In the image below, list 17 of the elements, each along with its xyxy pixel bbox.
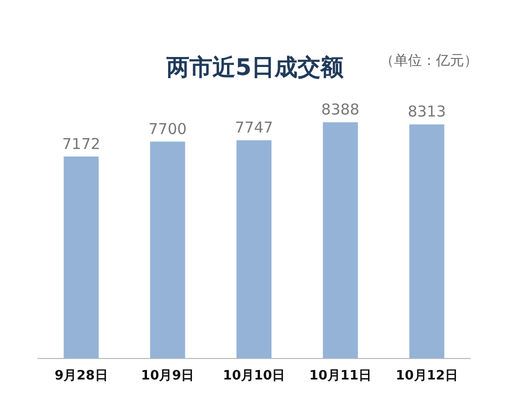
data-label: 8388 [321, 100, 360, 119]
data-label: 7747 [234, 118, 274, 137]
x-tick-label: 10月12日 [396, 368, 458, 384]
bar [64, 156, 99, 358]
x-tick-label: 10月10日 [222, 368, 286, 384]
x-tick-label: 9月28日 [54, 368, 108, 384]
x-tick-label: 10月11日 [309, 368, 372, 384]
x-tick-label: 10月9日 [141, 368, 194, 384]
bar [236, 140, 272, 358]
bar [150, 142, 186, 358]
data-label: 7700 [148, 120, 187, 138]
text: （单位：亿元） [380, 52, 478, 70]
data-label: 8313 [408, 102, 446, 121]
bar [322, 122, 358, 358]
bar [409, 124, 444, 358]
chart-title: 两市近5日成交额 [165, 54, 344, 83]
data-label: 7172 [62, 134, 100, 153]
